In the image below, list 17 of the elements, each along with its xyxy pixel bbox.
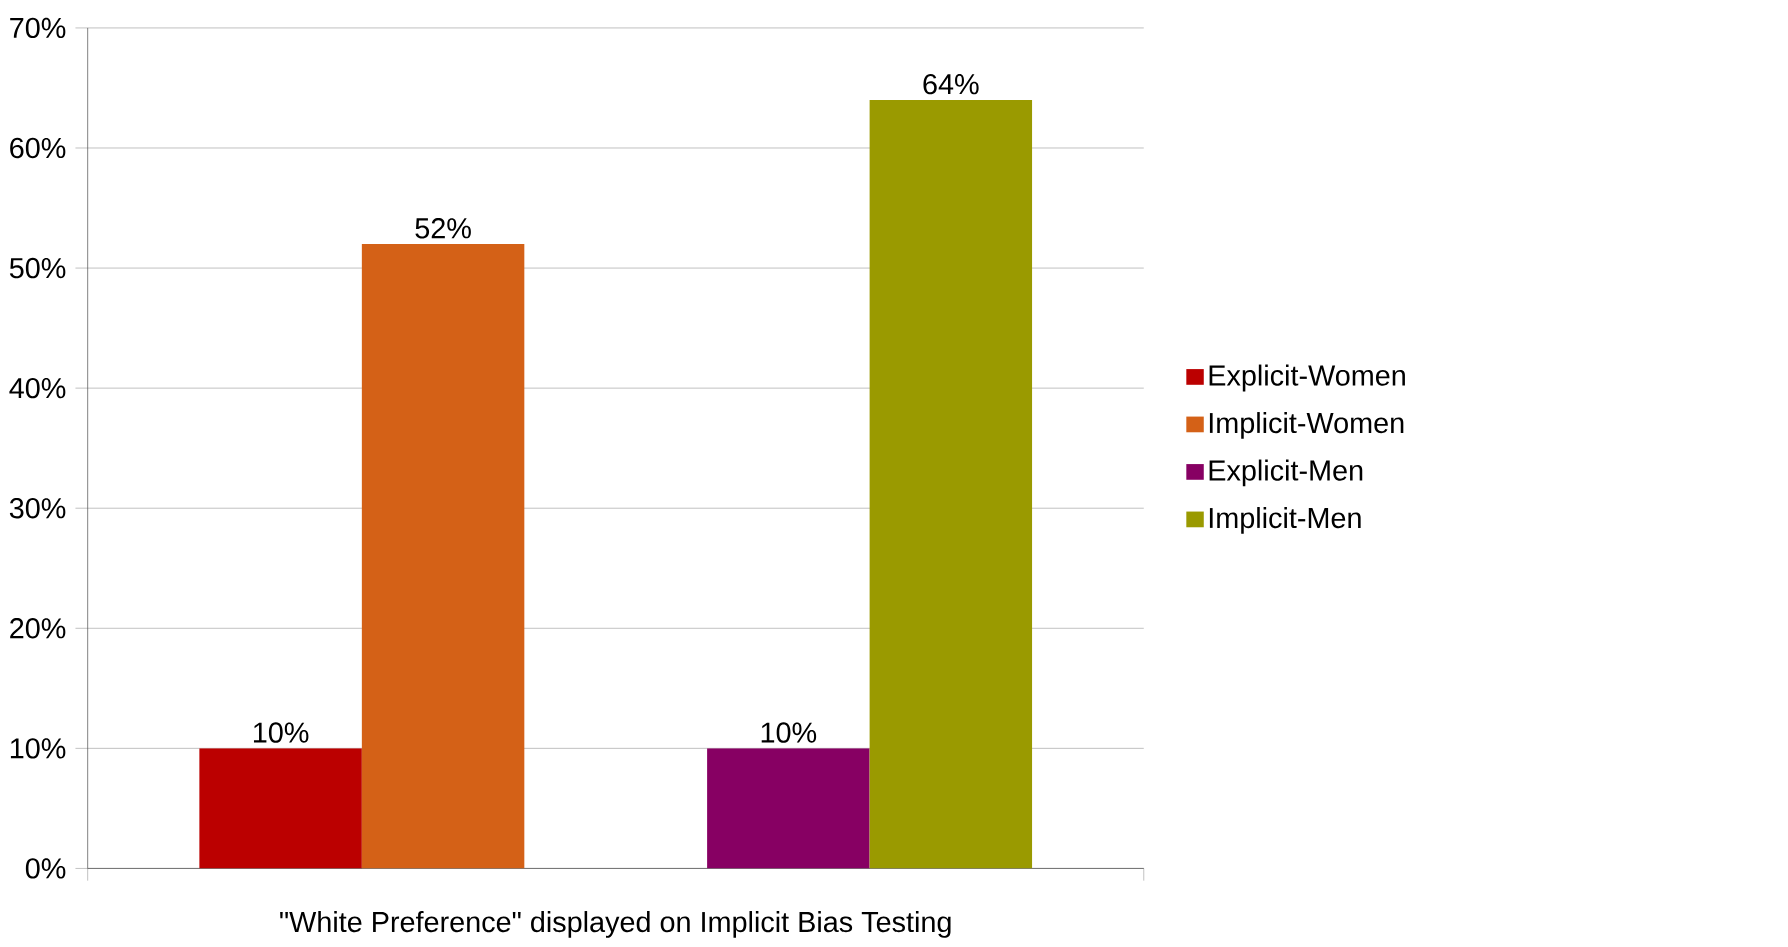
data-label: 52% — [415, 218, 471, 239]
data-label: 10% — [253, 722, 309, 743]
legend-label: Implicit-Women — [1209, 412, 1404, 440]
data-label: 10% — [761, 722, 817, 743]
y-tick-label: 10% — [10, 738, 66, 759]
legend-label: Explicit-Women — [1209, 364, 1405, 392]
y-tick-label: 50% — [9, 258, 66, 279]
y-tick-label: 60% — [10, 137, 66, 159]
y-tick-label: 70% — [10, 17, 66, 39]
legend-label: Implicit-Men — [1209, 507, 1361, 535]
y-tick-label: 20% — [10, 618, 66, 639]
y-tick-label: 0% — [25, 858, 66, 879]
legend-label: Explicit-Men — [1209, 459, 1363, 487]
data-label: 64% — [923, 74, 979, 95]
y-tick-label: 40% — [9, 378, 66, 399]
x-axis-title: "White Preference" displayed on Implicit Bias Testing — [280, 911, 951, 939]
y-tick-label: 30% — [9, 498, 66, 519]
